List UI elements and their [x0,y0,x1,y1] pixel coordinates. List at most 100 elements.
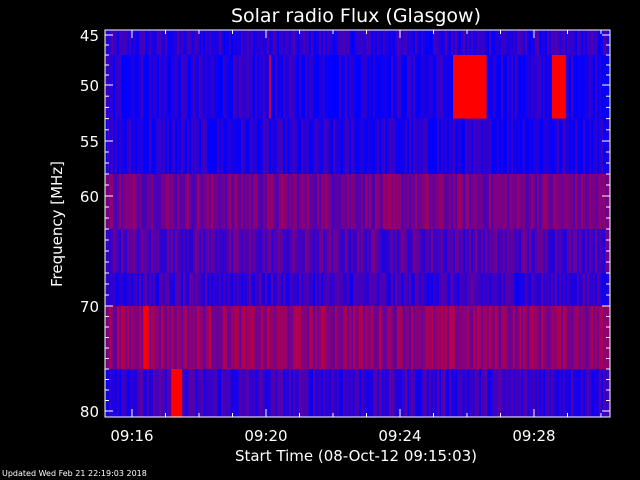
spectrum-cell [415,118,417,174]
spectrum-cell [599,229,601,273]
spectrum-cell [487,118,489,174]
spectrum-cell [477,30,479,55]
spectrum-cell [573,229,575,273]
spectrum-cell [123,306,125,369]
spectrum-cell [161,30,163,55]
spectrum-cell [111,369,113,417]
spectrum-cell [523,273,525,306]
spectrum-cell [203,306,205,369]
spectrum-cell [365,55,367,119]
spectrum-cell [267,55,269,119]
spectrum-cell [381,118,383,174]
spectrum-cell [233,30,235,55]
spectrum-cell [423,229,425,273]
spectrum-cell [583,30,585,55]
spectrum-cell [521,55,523,119]
spectrum-cell [157,306,159,369]
spectrum-cell [151,273,153,306]
spectrum-cell [339,30,341,55]
spectrum-cell [489,118,491,174]
spectrum-cell [387,229,389,273]
spectrum-cell [547,118,549,174]
spectrum-cell [393,30,395,55]
spectrum-cell [155,229,157,273]
spectrum-cell [507,118,509,174]
spectrum-cell [513,174,515,229]
spectrum-cell [191,273,193,306]
spectrum-cell [219,55,221,119]
spectrum-cell [241,118,243,174]
spectrum-cell [479,306,481,369]
frequency-band [105,30,610,55]
spectrum-cell [535,174,537,229]
spectrum-cell [451,273,453,306]
spectrum-cell [427,174,429,229]
spectrum-cell [489,30,491,55]
spectrum-cell [317,30,319,55]
spectrum-cell [169,369,171,417]
spectrum-cell [557,273,559,306]
spectrum-cell [265,30,267,55]
spectrum-cell [175,55,177,119]
spectrum-cell [237,229,239,273]
spectrum-cell [561,369,563,417]
spectrum-cell [495,30,497,55]
spectrum-cell [353,174,355,229]
spectrum-cell [451,55,453,119]
spectrum-cell [409,118,411,174]
spectrum-cell [407,229,409,273]
spectrum-cell [439,369,441,417]
spectrum-cell [109,306,111,369]
spectrum-cell [321,306,323,369]
radio-burst [268,55,271,119]
spectrum-cell [335,273,337,306]
spectrum-cell [395,306,397,369]
spectrum-cell [283,273,285,306]
spectrum-cell [195,55,197,119]
spectrum-cell [483,229,485,273]
spectrum-cell [109,229,111,273]
spectrum-cell [329,118,331,174]
spectrum-cell [579,306,581,369]
spectrum-cell [301,273,303,306]
spectrum-cell [497,55,499,119]
spectrum-cell [153,369,155,417]
spectrum-cell [537,55,539,119]
spectrum-cell [405,273,407,306]
spectrum-cell [233,174,235,229]
spectrum-cell [269,306,271,369]
spectrum-cell [363,369,365,417]
spectrum-cell [189,174,191,229]
spectrum-cell [159,174,161,229]
spectrum-cell [607,174,609,229]
spectrum-cell [455,118,457,174]
spectrum-cell [117,273,119,306]
spectrum-cell [195,174,197,229]
spectrum-cell [125,30,127,55]
spectrum-cell [347,273,349,306]
spectrum-cell [425,306,427,369]
spectrum-cell [427,118,429,174]
spectrum-cell [141,229,143,273]
spectrum-cell [137,369,139,417]
spectrum-cell [197,55,199,119]
spectrum-cell [433,273,435,306]
spectrum-cell [335,174,337,229]
spectrum-cell [571,306,573,369]
spectrum-cell [459,273,461,306]
spectrum-cell [211,229,213,273]
spectrum-cell [487,306,489,369]
spectrum-cell [499,30,501,55]
spectrum-cell [105,30,107,55]
spectrum-cell [595,273,597,306]
spectrum-cell [567,118,569,174]
spectrum-cell [351,369,353,417]
spectrum-cell [213,55,215,119]
spectrum-cell [297,273,299,306]
spectrum-cell [271,369,273,417]
spectrum-cell [603,118,605,174]
spectrum-cell [315,273,317,306]
spectrum-cell [503,229,505,273]
spectrum-cell [395,174,397,229]
spectrum-cell [491,55,493,119]
